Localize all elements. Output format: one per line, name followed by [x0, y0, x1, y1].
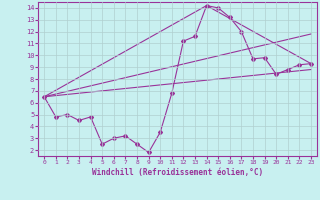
- X-axis label: Windchill (Refroidissement éolien,°C): Windchill (Refroidissement éolien,°C): [92, 168, 263, 177]
